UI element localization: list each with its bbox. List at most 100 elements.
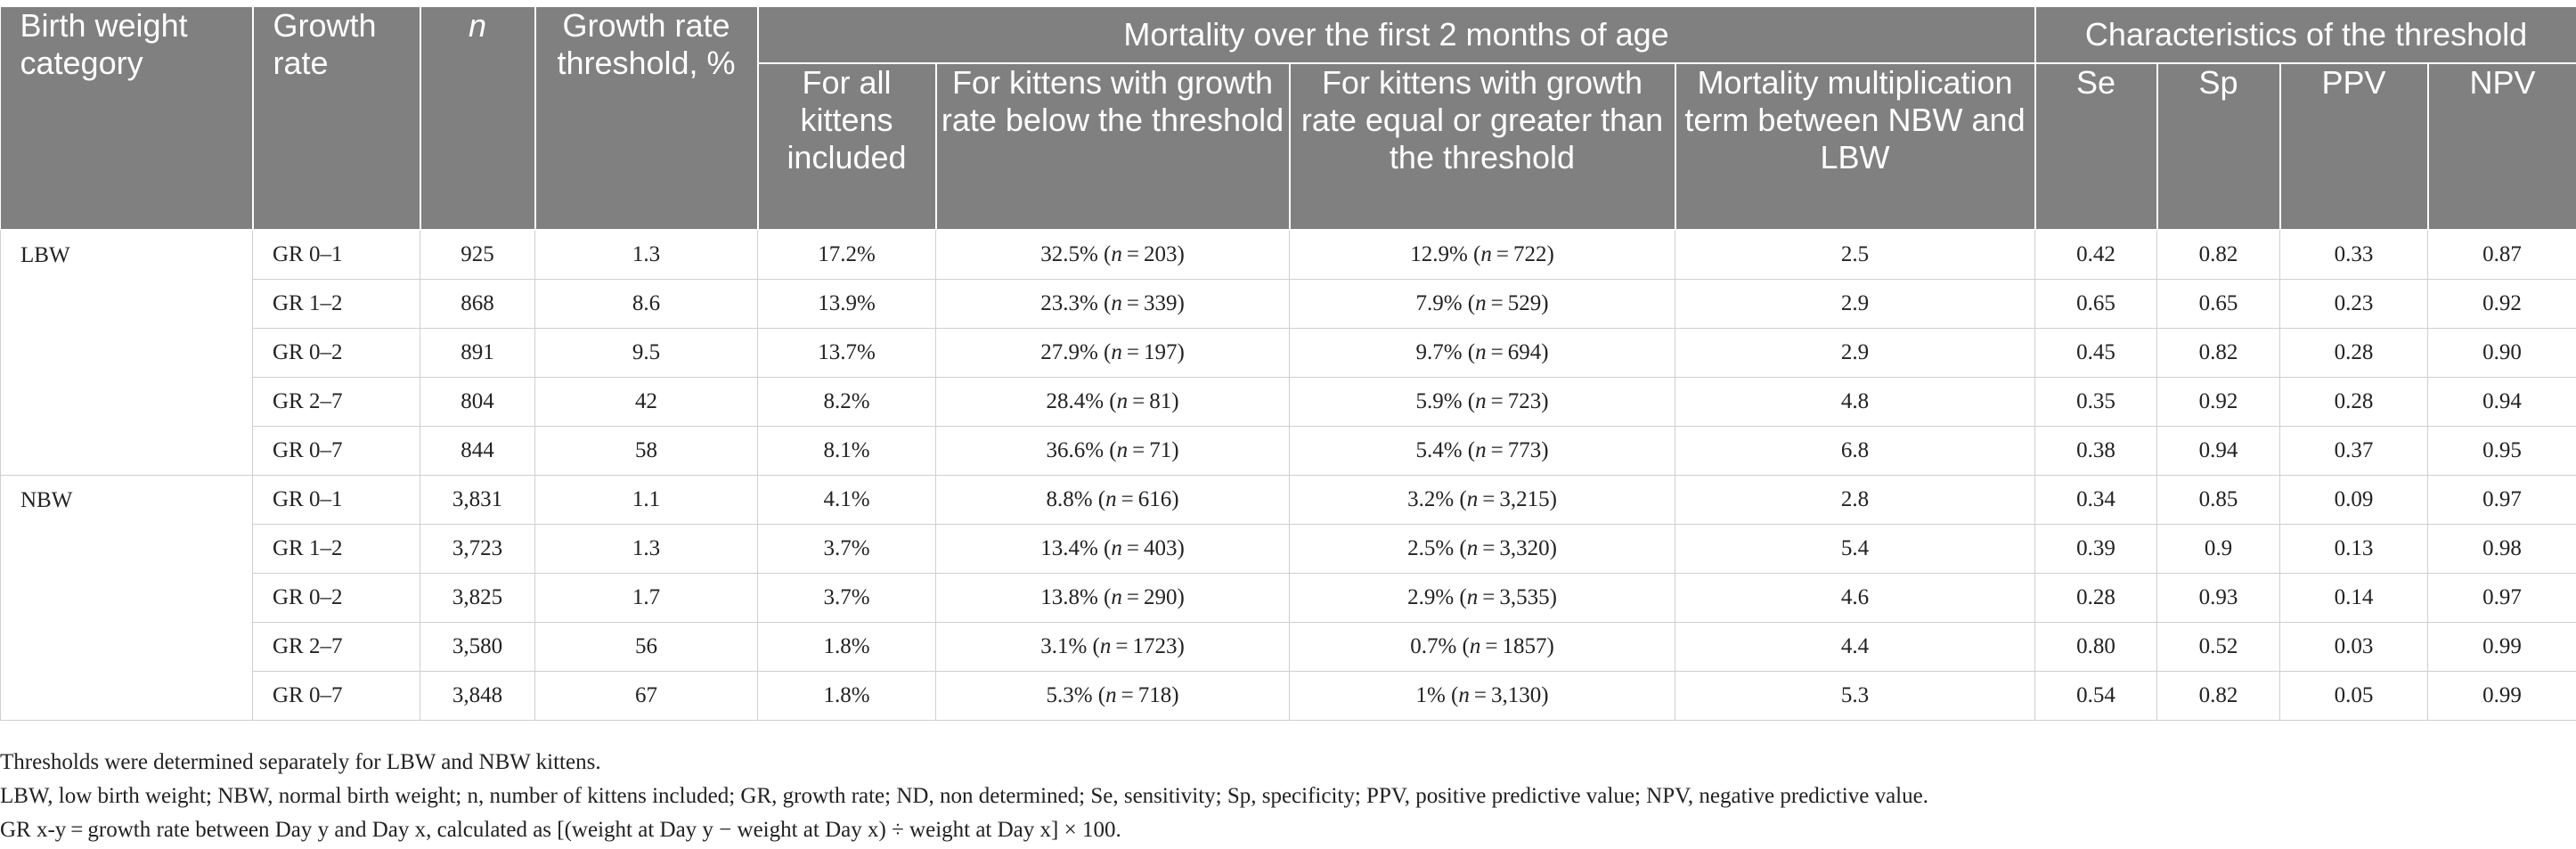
npv-cell: 0.87 (2427, 230, 2576, 280)
threshold-cell: 1.7 (534, 573, 758, 623)
table-row: GR 1–2 3,723 1.3 3.7% 13.4% (n = 403) 2.5% (n… (1, 524, 2576, 574)
above-threshold-cell: 2.9% (n = 3,535) (1289, 573, 1675, 623)
npv-cell: 0.97 (2427, 573, 2576, 623)
above-threshold-cell: 0.7% (n = 1857) (1289, 622, 1675, 672)
header-ppv: PPV (2279, 63, 2429, 231)
table-row: GR 2–7 804 42 8.2% 28.4% (n = 81) 5.9% (n = 7… (1, 377, 2576, 427)
threshold-cell: 1.3 (534, 524, 758, 574)
growth-rate-cell: GR 0–2 (252, 328, 420, 378)
multiplication-cell: 2.8 (1674, 475, 2036, 525)
threshold-cell: 42 (534, 377, 758, 427)
ppv-cell: 0.03 (2279, 622, 2429, 672)
results-table: Birth weight category Growth rate n Grow… (0, 7, 2576, 721)
npv-cell: 0.94 (2427, 377, 2576, 427)
footnote-growth-rate-formula: GR x-y = growth rate between Day y and D… (0, 818, 1121, 842)
threshold-cell: 1.1 (534, 475, 758, 525)
below-threshold-cell: 3.1% (n = 1723) (935, 622, 1290, 672)
growth-rate-cell: GR 0–2 (252, 573, 420, 623)
table-row: NBW GR 0–1 3,831 1.1 4.1% 8.8% (n = 616) 3.2% … (0, 475, 2576, 721)
table-body: LBW GR 0–1 925 1.3 17.2% 32.5% (n = 203) 12.9%… (0, 230, 2576, 721)
multiplication-cell: 5.4 (1674, 524, 2036, 574)
se-cell: 0.45 (2034, 328, 2158, 378)
multiplication-cell: 2.5 (1674, 230, 2036, 280)
se-cell: 0.80 (2034, 622, 2158, 672)
header-sp: Sp (2156, 63, 2281, 231)
all-kittens-cell: 13.9% (757, 279, 936, 329)
all-kittens-cell: 1.8% (757, 671, 936, 721)
n-cell: 844 (420, 426, 535, 476)
sp-cell: 0.92 (2156, 377, 2281, 427)
below-threshold-cell: 13.8% (n = 290) (935, 573, 1290, 623)
n-cell: 3,848 (420, 671, 535, 721)
multiplication-cell: 4.4 (1674, 622, 2036, 672)
table-row: LBW GR 0–1 925 1.3 17.2% 32.5% (n = 203) 12.9%… (0, 230, 2576, 476)
all-kittens-cell: 3.7% (757, 573, 936, 623)
sp-cell: 0.82 (2156, 328, 2281, 378)
header-below-threshold: For kittens with growth rate below the t… (935, 63, 1291, 231)
multiplication-cell: 4.6 (1674, 573, 2036, 623)
sp-cell: 0.85 (2156, 475, 2281, 525)
header-multiplication-term: Mortality multiplication term between NB… (1675, 63, 2036, 231)
table-row: GR 0–7 3,848 67 1.8% 5.3% (n = 718) 1% (n = 3… (1, 671, 2576, 721)
above-threshold-cell: 12.9% (n = 722) (1289, 230, 1675, 280)
ppv-cell: 0.28 (2279, 377, 2429, 427)
above-threshold-cell: 2.5% (n = 3,320) (1289, 524, 1675, 574)
growth-rate-cell: GR 2–7 (252, 622, 420, 672)
growth-rate-cell: GR 2–7 (252, 377, 420, 427)
table-row: GR 1–2 868 8.6 13.9% 23.3% (n = 339) 7.9% (n … (1, 279, 2576, 329)
ppv-cell: 0.37 (2279, 426, 2429, 476)
below-threshold-cell: 23.3% (n = 339) (935, 279, 1290, 329)
header-characteristics-group: Characteristics of the threshold (2034, 7, 2576, 64)
table-row: GR 0–2 891 9.5 13.7% 27.9% (n = 197) 9.7% (n … (1, 328, 2576, 378)
multiplication-cell: 2.9 (1674, 279, 2036, 329)
se-cell: 0.34 (2034, 475, 2158, 525)
ppv-cell: 0.28 (2279, 328, 2429, 378)
birth-weight-category-cell: NBW (0, 475, 253, 721)
growth-rate-cell: GR 0–7 (252, 671, 420, 721)
n-cell: 804 (420, 377, 535, 427)
below-threshold-cell: 13.4% (n = 403) (935, 524, 1290, 574)
n-cell: 925 (420, 230, 535, 280)
header-threshold: Growth rate threshold, % (534, 7, 759, 231)
se-cell: 0.38 (2034, 426, 2158, 476)
threshold-cell: 58 (534, 426, 758, 476)
se-cell: 0.42 (2034, 230, 2158, 280)
all-kittens-cell: 3.7% (757, 524, 936, 574)
all-kittens-cell: 8.1% (757, 426, 936, 476)
ppv-cell: 0.13 (2279, 524, 2429, 574)
ppv-cell: 0.05 (2279, 671, 2429, 721)
below-threshold-cell: 27.9% (n = 197) (935, 328, 1290, 378)
npv-cell: 0.99 (2427, 622, 2576, 672)
above-threshold-cell: 1% (n = 3,130) (1289, 671, 1675, 721)
npv-cell: 0.99 (2427, 671, 2576, 721)
header-n: n (420, 7, 536, 231)
threshold-cell: 9.5 (534, 328, 758, 378)
se-cell: 0.65 (2034, 279, 2158, 329)
se-cell: 0.54 (2034, 671, 2158, 721)
npv-cell: 0.98 (2427, 524, 2576, 574)
table-footnotes: Thresholds were determined separately fo… (0, 746, 2574, 847)
multiplication-cell: 4.8 (1674, 377, 2036, 427)
ppv-cell: 0.23 (2279, 279, 2429, 329)
growth-rate-cell: GR 0–1 (252, 230, 420, 280)
table-row: GR 0–2 3,825 1.7 3.7% 13.8% (n = 290) 2.9% (n… (1, 573, 2576, 623)
ppv-cell: 0.33 (2279, 230, 2429, 280)
above-threshold-cell: 5.9% (n = 723) (1289, 377, 1675, 427)
below-threshold-cell: 8.8% (n = 616) (935, 475, 1290, 525)
n-cell: 3,831 (420, 475, 535, 525)
sp-cell: 0.82 (2156, 230, 2281, 280)
growth-rate-cell: GR 0–7 (252, 426, 420, 476)
above-threshold-cell: 9.7% (n = 694) (1289, 328, 1675, 378)
n-cell: 3,723 (420, 524, 535, 574)
header-mortality-group: Mortality over the first 2 months of age (757, 7, 2036, 64)
growth-rate-cell: GR 1–2 (252, 279, 420, 329)
threshold-cell: 8.6 (534, 279, 758, 329)
header-npv: NPV (2427, 63, 2576, 231)
below-threshold-cell: 36.6% (n = 71) (935, 426, 1290, 476)
npv-cell: 0.92 (2427, 279, 2576, 329)
sp-cell: 0.65 (2156, 279, 2281, 329)
above-threshold-cell: 3.2% (n = 3,215) (1289, 475, 1675, 525)
results-table-container: Birth weight category Growth rate n Grow… (0, 7, 2576, 721)
multiplication-cell: 2.9 (1674, 328, 2036, 378)
npv-cell: 0.95 (2427, 426, 2576, 476)
